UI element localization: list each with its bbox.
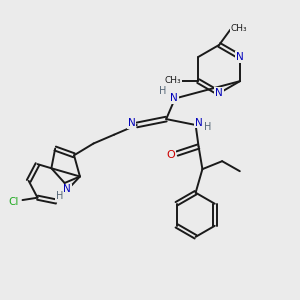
Text: H: H [56, 191, 63, 201]
Text: H: H [204, 122, 212, 132]
Text: N: N [195, 118, 203, 128]
Text: CH₃: CH₃ [230, 24, 247, 33]
Text: N: N [215, 88, 223, 98]
Text: N: N [63, 184, 71, 194]
Text: CH₃: CH₃ [164, 76, 181, 85]
Text: N: N [236, 52, 244, 62]
Text: N: N [170, 93, 178, 103]
Text: O: O [166, 150, 175, 160]
Text: Cl: Cl [8, 196, 19, 206]
Text: H: H [159, 86, 166, 96]
Text: N: N [128, 118, 135, 128]
